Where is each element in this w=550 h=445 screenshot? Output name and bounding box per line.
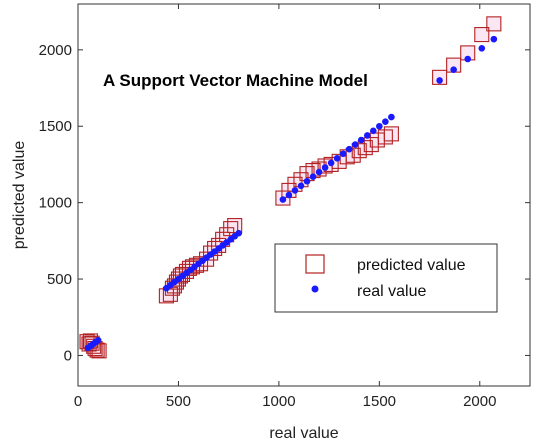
predicted-point-halo bbox=[474, 27, 489, 42]
predicted-point bbox=[188, 257, 205, 273]
real-point bbox=[94, 336, 102, 344]
predicted-point-halo bbox=[446, 58, 461, 73]
predicted-point bbox=[345, 147, 361, 163]
legend: predicted value real value bbox=[274, 243, 498, 313]
plot-frame bbox=[77, 3, 531, 387]
real-point bbox=[291, 187, 299, 194]
predicted-point-halo bbox=[460, 45, 475, 60]
predicted-point bbox=[363, 137, 379, 153]
real-point bbox=[333, 155, 341, 162]
predicted-point-halo bbox=[384, 126, 399, 141]
legend-entry-real: real value bbox=[357, 283, 426, 300]
real-point bbox=[388, 113, 395, 121]
marks-layer bbox=[79, 16, 502, 359]
real-point bbox=[478, 45, 486, 52]
real-point bbox=[279, 196, 287, 203]
real-point bbox=[450, 66, 457, 74]
real-point bbox=[321, 164, 329, 171]
real-point bbox=[351, 141, 359, 148]
predicted-point bbox=[170, 271, 186, 287]
predicted-point bbox=[203, 245, 219, 261]
legend-square-marker-icon bbox=[305, 254, 325, 274]
predicted-point-halo bbox=[486, 16, 501, 31]
predicted-point bbox=[351, 143, 367, 159]
y-axis-label: predicted value bbox=[11, 141, 28, 250]
real-point bbox=[339, 150, 347, 158]
predicted-point bbox=[227, 218, 243, 234]
real-point bbox=[436, 77, 443, 84]
real-point bbox=[303, 177, 311, 185]
predicted-point bbox=[486, 16, 502, 32]
predicted-point bbox=[474, 27, 490, 43]
predicted-point bbox=[91, 343, 107, 359]
real-point bbox=[464, 55, 472, 63]
legend-box bbox=[274, 243, 498, 313]
predicted-point bbox=[377, 129, 393, 145]
real-point bbox=[297, 182, 305, 190]
y-tick-label: 0 bbox=[64, 347, 72, 364]
y-tick-label: 2000 bbox=[39, 42, 72, 59]
x-tick-label: 2000 bbox=[463, 393, 496, 410]
ticks-layer: 0 500 1000 1500 2000 0 500 1000 1500 2000 bbox=[39, 4, 530, 410]
x-tick-label: 0 bbox=[74, 393, 82, 410]
legend-entry-predicted: predicted value bbox=[357, 257, 466, 274]
predicted-point bbox=[223, 221, 239, 237]
real-point bbox=[285, 191, 293, 199]
legend-dot-marker-icon bbox=[311, 285, 319, 293]
real-point bbox=[345, 145, 353, 153]
real-point bbox=[315, 168, 323, 176]
chart-annotation: A Support Vector Machine Model bbox=[103, 71, 368, 90]
x-tick-label: 500 bbox=[166, 393, 191, 410]
real-point bbox=[235, 229, 243, 237]
y-tick-label: 1500 bbox=[39, 118, 72, 135]
predicted-point bbox=[199, 251, 215, 267]
predicted-point bbox=[178, 263, 195, 279]
real-point bbox=[376, 122, 383, 130]
real-point bbox=[309, 173, 317, 180]
real-point bbox=[327, 159, 335, 167]
x-tick-label: 1000 bbox=[262, 393, 295, 410]
real-point bbox=[382, 118, 389, 125]
x-axis-label: real value bbox=[269, 425, 338, 442]
predicted-point bbox=[383, 126, 399, 142]
predicted-point bbox=[432, 69, 448, 85]
y-tick-label: 1000 bbox=[39, 195, 72, 212]
x-tick-label: 1500 bbox=[363, 393, 396, 410]
y-tick-label: 500 bbox=[47, 271, 72, 288]
real-point bbox=[363, 132, 371, 139]
real-point bbox=[357, 136, 365, 144]
real-point bbox=[490, 35, 498, 43]
predicted-point bbox=[357, 140, 373, 156]
real-point bbox=[370, 127, 377, 135]
